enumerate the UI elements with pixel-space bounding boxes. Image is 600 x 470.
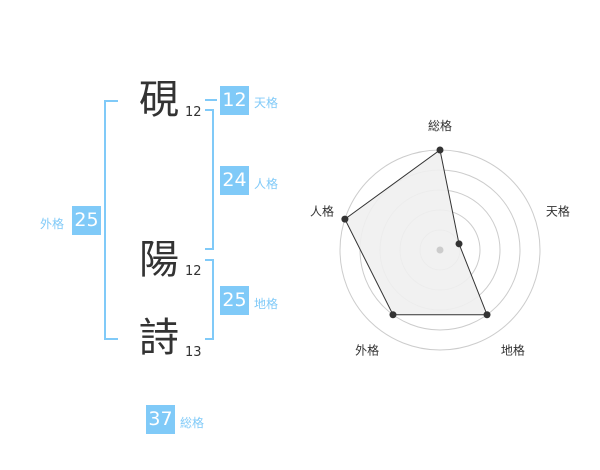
bracket-tick	[205, 109, 214, 111]
jinkaku-value: 24	[220, 166, 249, 195]
gaikaku-label: 外格	[40, 217, 65, 231]
soukaku-value: 37	[146, 405, 175, 434]
chikaku-label: 地格	[254, 297, 279, 311]
radar-point	[341, 215, 349, 223]
radar-point	[483, 311, 491, 319]
radar-area	[344, 149, 488, 316]
bracket-tick	[205, 248, 214, 250]
bracket-tick	[205, 338, 214, 340]
radar-point	[436, 146, 444, 154]
radar-point	[389, 311, 397, 319]
radar-axis-label: 外格	[355, 342, 379, 357]
radar-point	[455, 240, 463, 248]
radar-axis-label: 人格	[310, 204, 334, 219]
radar-axis-label: 地格	[501, 342, 525, 357]
name-char-3: 詩	[139, 315, 179, 361]
radar-axis-label: 総格	[428, 118, 452, 133]
jinkaku-label: 人格	[254, 177, 279, 191]
jinkaku-bracket	[212, 109, 214, 250]
chikaku-value: 25	[220, 286, 249, 315]
bracket-tick	[205, 259, 214, 261]
radar-center	[436, 246, 444, 254]
tenkaku-bracket	[205, 99, 217, 101]
bracket-tick	[104, 100, 118, 102]
gaikaku-bracket	[104, 100, 106, 340]
bracket-tick	[104, 338, 118, 340]
radar-axis-label: 天格	[546, 204, 570, 219]
stroke-count-2: 12	[185, 264, 202, 279]
stroke-count-3: 13	[185, 345, 202, 360]
chikaku-bracket	[212, 259, 214, 340]
soukaku-label: 総格	[180, 416, 205, 430]
gaikaku-value: 25	[72, 206, 101, 235]
name-char-1: 硯	[139, 77, 179, 123]
tenkaku-label: 天格	[254, 96, 279, 110]
stroke-count-1: 12	[185, 105, 202, 120]
name-char-2: 陽	[139, 237, 179, 283]
tenkaku-value: 12	[220, 86, 249, 115]
